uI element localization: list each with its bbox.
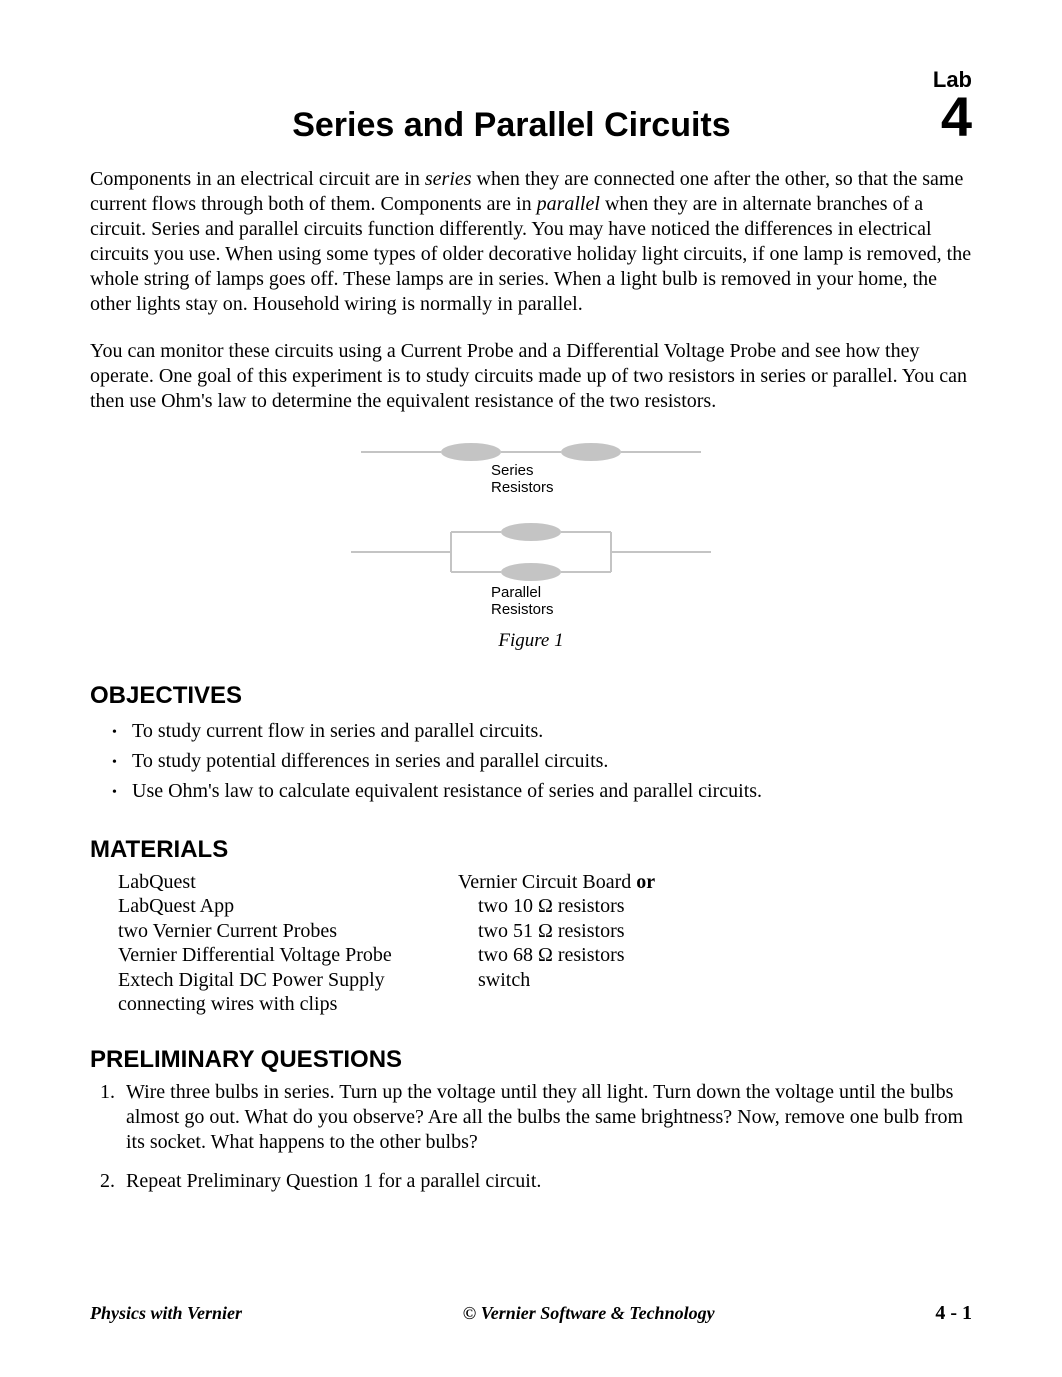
text-run: Components in an electrical circuit are …	[90, 168, 425, 190]
term-series: series	[425, 168, 472, 190]
list-item: Wire three bulbs in series. Turn up the …	[120, 1080, 972, 1155]
material-item: two Vernier Current Probes	[118, 919, 458, 943]
list-item: Use Ohm's law to calculate equivalent re…	[132, 776, 972, 806]
figure-1: Series Resistors Parallel Resistors Figu…	[321, 432, 741, 652]
material-item: Vernier Circuit Board or	[458, 870, 798, 894]
footer-center: © Vernier Software & Technology	[463, 1303, 715, 1324]
page-footer: Physics with Vernier © Vernier Software …	[90, 1302, 972, 1325]
list-item: To study current flow in series and para…	[132, 716, 972, 746]
material-item: Vernier Differential Voltage Probe	[118, 943, 458, 967]
materials-right-column: Vernier Circuit Board or two 10 Ω resist…	[458, 870, 798, 1016]
list-item: Repeat Preliminary Question 1 for a para…	[120, 1169, 972, 1194]
figure-caption: Figure 1	[321, 630, 741, 652]
material-item: Extech Digital DC Power Supply	[118, 968, 458, 992]
materials-heading: MATERIALS	[90, 836, 972, 864]
material-item: two 68 Ω resistors	[458, 943, 798, 967]
material-item: switch	[458, 968, 798, 992]
figure-label-series: Series Resistors	[491, 462, 554, 496]
materials-left-column: LabQuest LabQuest App two Vernier Curren…	[118, 870, 458, 1016]
material-item: two 10 Ω resistors	[458, 894, 798, 918]
material-item: LabQuest	[118, 870, 458, 894]
page-title: Series and Parallel Circuits	[90, 70, 933, 145]
intro-paragraph-2: You can monitor these circuits using a C…	[90, 339, 972, 414]
lab-number: 4	[933, 89, 972, 145]
material-item: connecting wires with clips	[118, 992, 458, 1016]
header-row: Series and Parallel Circuits Lab 4	[90, 70, 972, 145]
material-item: two 51 Ω resistors	[458, 919, 798, 943]
objectives-list: To study current flow in series and para…	[132, 716, 972, 806]
document-page: Series and Parallel Circuits Lab 4 Compo…	[0, 0, 1062, 1377]
material-item: LabQuest App	[118, 894, 458, 918]
preliminary-questions-list: Wire three bulbs in series. Turn up the …	[90, 1080, 972, 1194]
materials-columns: LabQuest LabQuest App two Vernier Curren…	[118, 870, 972, 1016]
lab-number-block: Lab 4	[933, 69, 972, 145]
footer-left: Physics with Vernier	[90, 1303, 242, 1324]
list-item: To study potential differences in series…	[132, 746, 972, 776]
footer-page-number: 4 - 1	[935, 1302, 972, 1325]
intro-paragraph-1: Components in an electrical circuit are …	[90, 167, 972, 317]
objectives-heading: OBJECTIVES	[90, 682, 972, 710]
preliminary-questions-heading: PRELIMINARY QUESTIONS	[90, 1046, 972, 1074]
figure-label-parallel: Parallel Resistors	[491, 584, 554, 618]
term-parallel: parallel	[537, 193, 600, 215]
